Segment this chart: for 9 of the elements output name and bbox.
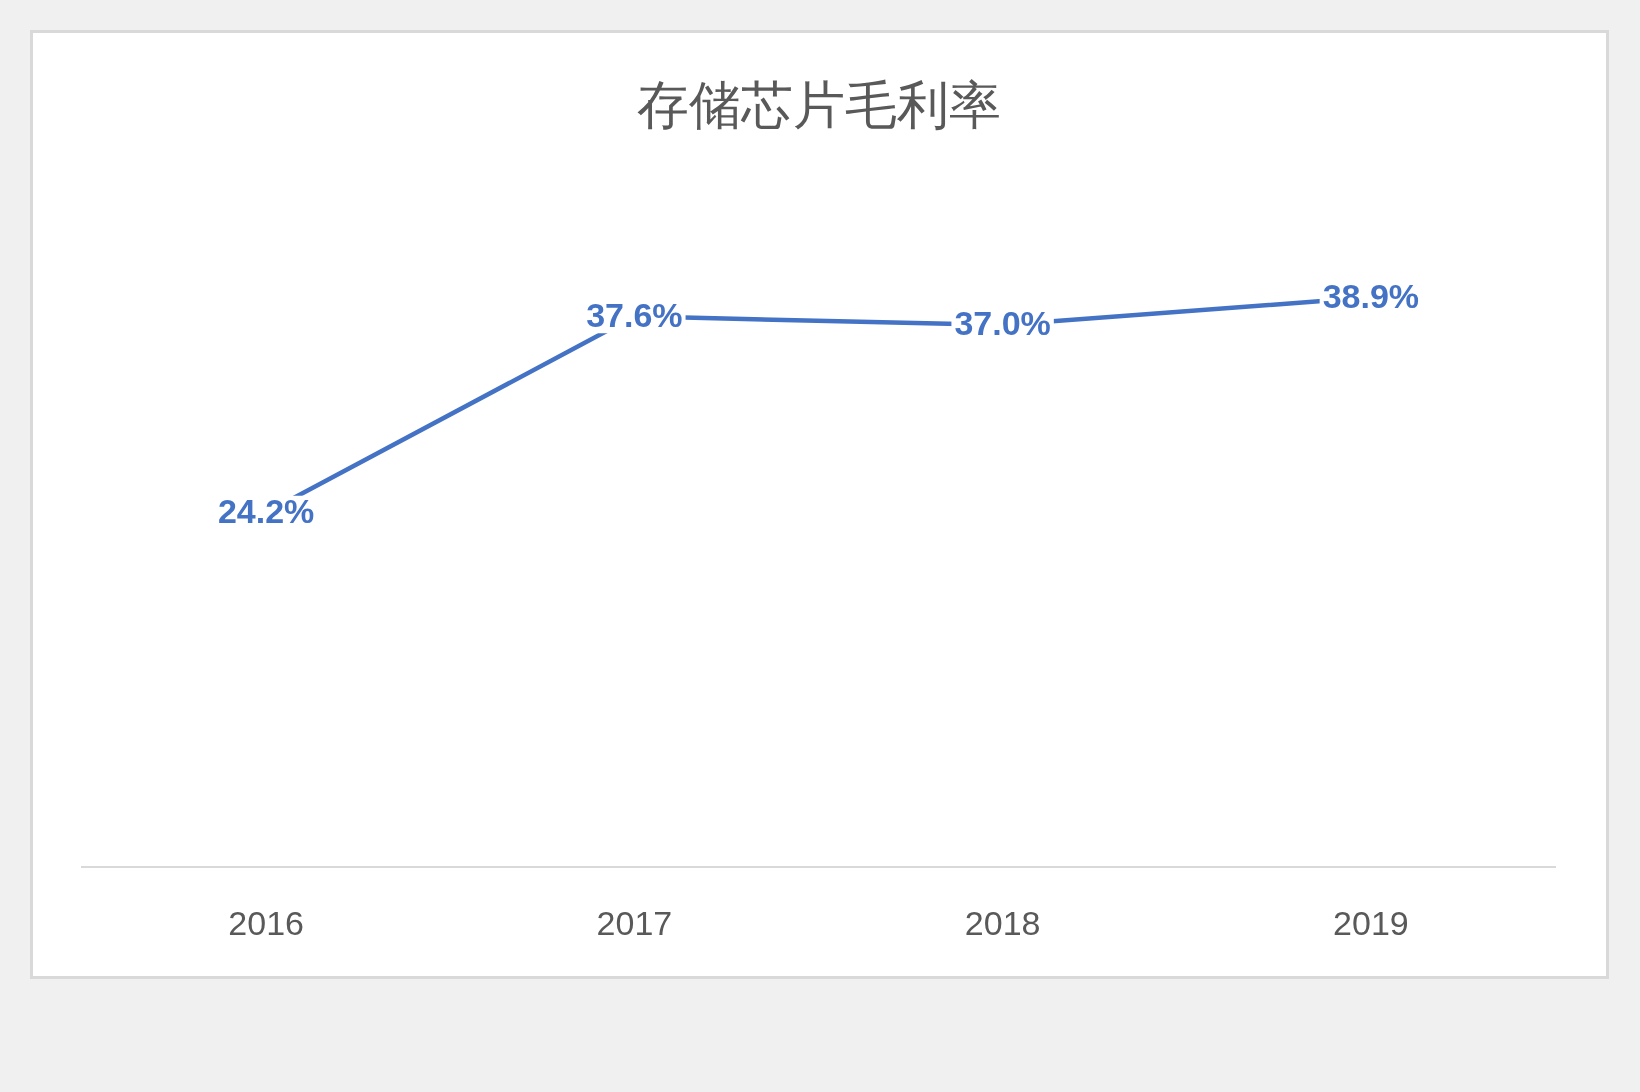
x-tick-label: 2019 <box>1333 903 1409 942</box>
data-label: 38.9% <box>1322 276 1420 315</box>
data-label: 37.0% <box>954 304 1051 343</box>
chart-title: 存储芯片毛利率 <box>636 75 1001 134</box>
x-tick-label: 2017 <box>596 903 673 942</box>
data-label: 37.6% <box>586 295 683 334</box>
x-tick-label: 2018 <box>964 903 1041 942</box>
data-label: 24.2% <box>217 492 315 531</box>
x-tick-label: 2016 <box>228 903 304 942</box>
